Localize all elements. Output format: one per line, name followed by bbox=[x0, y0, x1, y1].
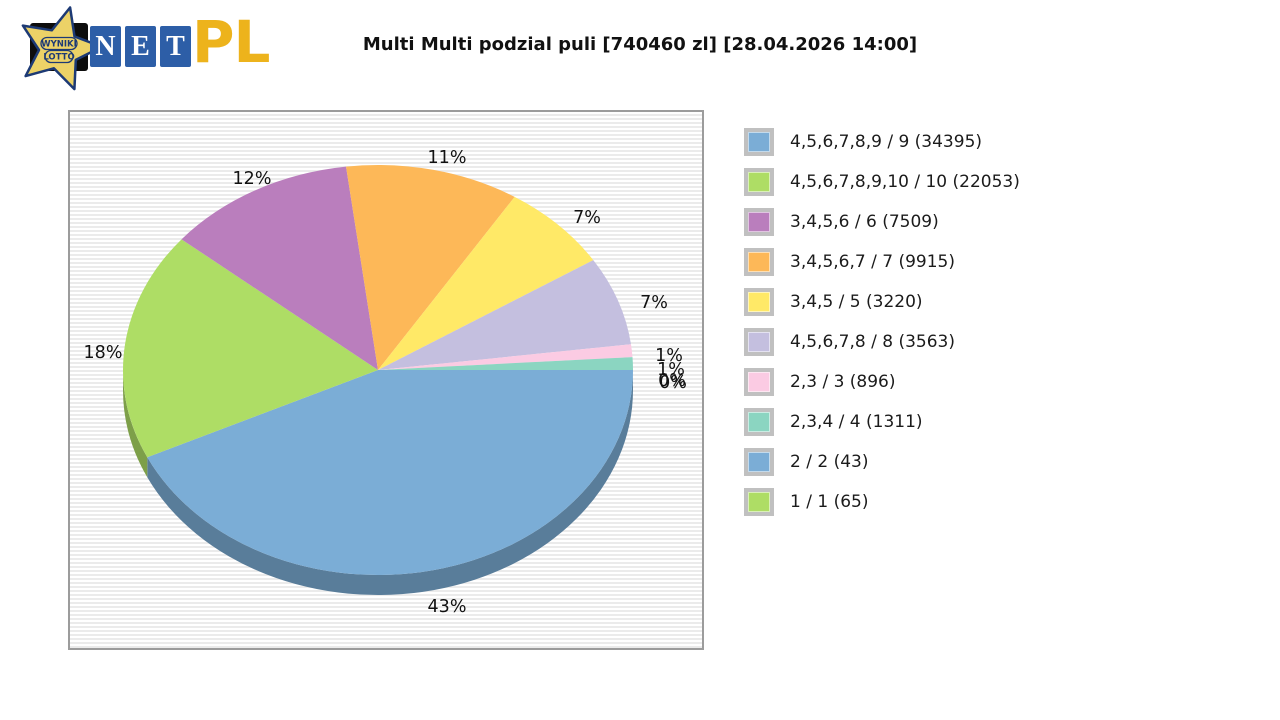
legend-label: 4,5,6,7,8,9,10 / 10 (22053) bbox=[790, 172, 1020, 192]
logo-net-letter-n: N bbox=[90, 26, 121, 67]
legend-label: 3,4,5 / 5 (3220) bbox=[790, 292, 923, 312]
pie-slice bbox=[378, 344, 633, 370]
pie-percent-label: 7% bbox=[640, 293, 668, 313]
legend-item: 3,4,5,6 / 6 (7509) bbox=[744, 202, 1020, 242]
legend-label: 3,4,5,6 / 6 (7509) bbox=[790, 212, 939, 232]
logo-pl-text: PL bbox=[192, 8, 270, 76]
legend-label: 4,5,6,7,8 / 8 (3563) bbox=[790, 332, 955, 352]
netpl-logo[interactable]: WYNIKI LOTTO N E T PL bbox=[8, 4, 278, 96]
legend-item: 4,5,6,7,8 / 8 (3563) bbox=[744, 322, 1020, 362]
pie-slice bbox=[378, 196, 594, 370]
pie-slice bbox=[378, 357, 633, 370]
legend-item: 3,4,5,6,7 / 7 (9915) bbox=[744, 242, 1020, 282]
pie-percent-label: 1% bbox=[657, 360, 685, 380]
pie-slice bbox=[147, 370, 633, 575]
legend-label: 4,5,6,7,8,9 / 9 (34395) bbox=[790, 132, 983, 152]
legend-label: 2,3 / 3 (896) bbox=[790, 372, 896, 392]
legend-item: 1 / 1 (65) bbox=[744, 482, 1020, 522]
legend-swatch bbox=[744, 488, 774, 516]
legend-item: 2,3,4 / 4 (1311) bbox=[744, 402, 1020, 442]
legend-swatch bbox=[744, 208, 774, 236]
legend-item: 4,5,6,7,8,9,10 / 10 (22053) bbox=[744, 162, 1020, 202]
pie-chart-panel: 43% 18% 12% 11% 7% 7% 1% 1% 0% 0% bbox=[68, 110, 704, 650]
pie-slice bbox=[346, 165, 515, 370]
logo-net-letter-t: T bbox=[160, 26, 191, 67]
legend-label: 3,4,5,6,7 / 7 (9915) bbox=[790, 252, 955, 272]
pie-percent-label: 43% bbox=[428, 597, 467, 617]
legend-swatch bbox=[744, 408, 774, 436]
pie-percent-label: 0% bbox=[659, 373, 687, 393]
pie-slice bbox=[181, 166, 378, 370]
legend-item: 3,4,5 / 5 (3220) bbox=[744, 282, 1020, 322]
legend-swatch bbox=[744, 168, 774, 196]
legend-swatch bbox=[744, 328, 774, 356]
legend-label: 2,3,4 / 4 (1311) bbox=[790, 412, 923, 432]
legend-swatch bbox=[744, 368, 774, 396]
logo-badge-line1: WYNIKI bbox=[41, 40, 77, 50]
chart-legend: 4,5,6,7,8,9 / 9 (34395) 4,5,6,7,8,9,10 / … bbox=[744, 122, 1020, 522]
pie-slice bbox=[123, 239, 378, 458]
legend-label: 2 / 2 (43) bbox=[790, 452, 869, 472]
legend-swatch bbox=[744, 248, 774, 276]
legend-item: 2,3 / 3 (896) bbox=[744, 362, 1020, 402]
pie-percent-label: 1% bbox=[655, 346, 683, 366]
pie-percent-label: 18% bbox=[84, 343, 123, 363]
page-title: Multi Multi podzial puli [740460 zl] [28… bbox=[362, 34, 918, 55]
pie-percent-label: 0% bbox=[658, 371, 686, 391]
legend-item: 2 / 2 (43) bbox=[744, 442, 1020, 482]
pie-slice-depth bbox=[123, 370, 148, 478]
legend-label: 1 / 1 (65) bbox=[790, 492, 869, 512]
pie-chart: 43%18%12%11%7%7%1%1%0%0% bbox=[84, 148, 687, 617]
legend-swatch bbox=[744, 288, 774, 316]
pie-percent-label: 7% bbox=[573, 208, 601, 228]
logo-badge-line2: LOTTO bbox=[43, 53, 74, 63]
pie-slice bbox=[378, 260, 631, 370]
legend-swatch bbox=[744, 128, 774, 156]
pie-percent-label: 12% bbox=[233, 169, 272, 189]
logo-net-letter-e: E bbox=[125, 26, 156, 67]
pie-percent-label: 11% bbox=[428, 148, 467, 168]
legend-item: 4,5,6,7,8,9 / 9 (34395) bbox=[744, 122, 1020, 162]
legend-swatch bbox=[744, 448, 774, 476]
